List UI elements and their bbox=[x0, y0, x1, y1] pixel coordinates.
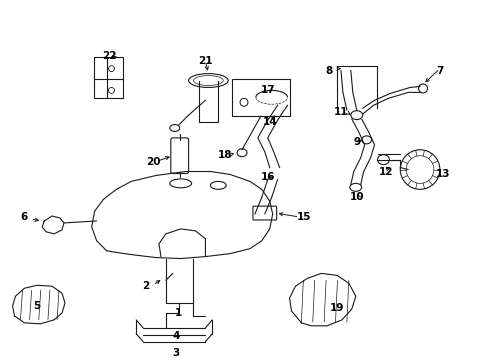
Text: 11: 11 bbox=[334, 107, 348, 117]
Text: 18: 18 bbox=[218, 150, 232, 160]
Text: 7: 7 bbox=[436, 66, 443, 76]
Text: 5: 5 bbox=[34, 301, 41, 311]
Text: 19: 19 bbox=[330, 303, 344, 313]
Text: 14: 14 bbox=[263, 117, 277, 127]
Text: 8: 8 bbox=[325, 66, 333, 76]
Text: 12: 12 bbox=[379, 167, 393, 176]
Text: 10: 10 bbox=[349, 192, 364, 202]
Text: 1: 1 bbox=[175, 308, 182, 318]
Text: 3: 3 bbox=[172, 347, 179, 357]
Text: 2: 2 bbox=[143, 281, 150, 291]
Text: 6: 6 bbox=[21, 212, 28, 222]
Text: 20: 20 bbox=[146, 157, 160, 167]
Text: 16: 16 bbox=[261, 172, 275, 183]
Text: 13: 13 bbox=[436, 170, 450, 180]
Text: 9: 9 bbox=[353, 137, 360, 147]
Text: 22: 22 bbox=[102, 51, 117, 61]
Text: 4: 4 bbox=[172, 331, 179, 341]
Text: 15: 15 bbox=[297, 212, 312, 222]
Text: 17: 17 bbox=[261, 85, 275, 95]
Text: 21: 21 bbox=[198, 56, 213, 66]
